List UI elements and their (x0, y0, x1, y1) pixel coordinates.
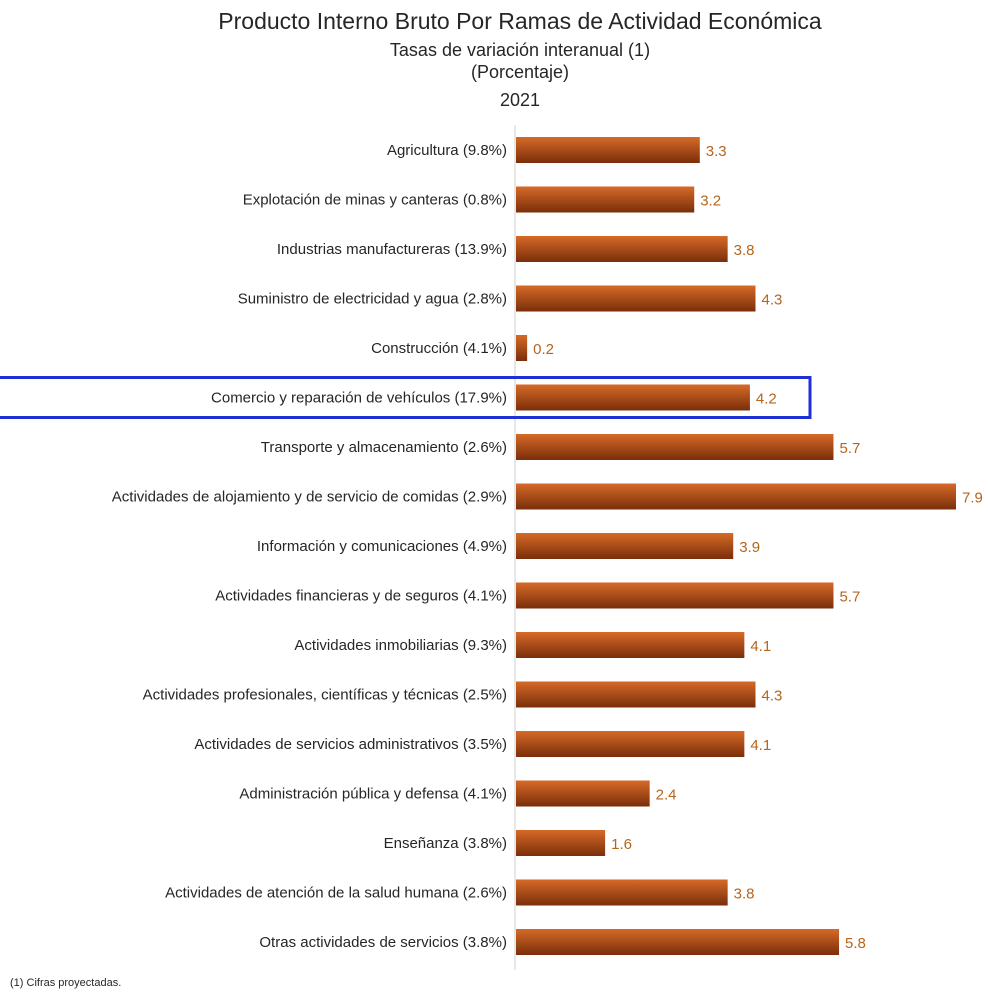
bar (516, 186, 695, 213)
category-label: Otras actividades de servicios (3.8%) (259, 934, 507, 951)
bar-value-label: 4.1 (750, 737, 771, 754)
bar (516, 879, 728, 906)
category-label: Información y comunicaciones (4.9%) (257, 538, 507, 555)
category-label: Actividades inmobiliarias (9.3%) (294, 637, 507, 654)
bar-value-label: 4.3 (761, 688, 782, 705)
chart-subtitle-2: (Porcentaje) (470, 62, 570, 82)
bar-value-label: 5.7 (839, 589, 860, 606)
category-label: Actividades de atención de la salud huma… (165, 885, 507, 902)
category-label: Agricultura (9.8%) (387, 142, 507, 159)
bar-value-label: 4.2 (756, 391, 777, 408)
bar (516, 533, 734, 559)
bar-value-label: 2.4 (656, 787, 677, 804)
bar (516, 731, 745, 757)
bar-value-label: 3.9 (739, 539, 760, 556)
bar (516, 632, 745, 658)
bar (516, 681, 756, 708)
category-label: Actividades de alojamiento y de servicio… (112, 489, 507, 506)
bar (516, 434, 834, 460)
bar (516, 582, 834, 609)
category-label: Construcción (4.1%) (371, 340, 507, 357)
category-label: Explotación de minas y canteras (0.8%) (243, 192, 507, 209)
category-label: Administración pública y defensa (4.1%) (239, 786, 507, 803)
bar-value-label: 4.1 (750, 638, 771, 655)
category-label: Actividades profesionales, científicas y… (143, 687, 507, 704)
chart-subtitle-year: 2021 (499, 90, 541, 110)
category-label: Transporte y almacenamiento (2.6%) (261, 439, 507, 456)
category-label: Industrias manufactureras (13.9%) (277, 241, 507, 258)
bar-value-label: 4.3 (761, 292, 782, 309)
bar (516, 780, 650, 807)
bar-value-label: 5.7 (839, 440, 860, 457)
bar-value-label: 5.8 (845, 935, 866, 952)
bar (516, 137, 700, 163)
category-label: Comercio y reparación de vehículos (17.9… (211, 390, 507, 407)
chart-subtitle-1: Tasas de variación interanual (1) (389, 40, 651, 60)
bar-value-label: 0.2 (533, 341, 554, 358)
highlight-box (0, 376, 812, 419)
bar (516, 236, 728, 262)
bar-value-label: 7.9 (962, 490, 983, 507)
bar (516, 384, 750, 411)
category-label: Actividades financieras y de seguros (4.… (215, 588, 507, 605)
footnote: (1) Cifras proyectadas. (10, 977, 122, 989)
bar (516, 335, 528, 361)
bar (516, 830, 606, 856)
chart-title: Producto Interno Bruto Por Ramas de Acti… (218, 8, 822, 34)
category-label: Enseñanza (3.8%) (384, 835, 507, 852)
bar-value-label: 3.8 (734, 886, 755, 903)
bar (516, 929, 840, 955)
bar (516, 483, 956, 510)
bar-value-label: 3.3 (706, 143, 727, 160)
category-label: Actividades de servicios administrativos… (194, 736, 507, 753)
bar-value-label: 3.2 (700, 193, 721, 210)
bar (516, 285, 756, 312)
bar-value-label: 1.6 (611, 836, 632, 853)
bar-value-label: 3.8 (734, 242, 755, 259)
category-label: Suministro de electricidad y agua (2.8%) (238, 291, 507, 308)
